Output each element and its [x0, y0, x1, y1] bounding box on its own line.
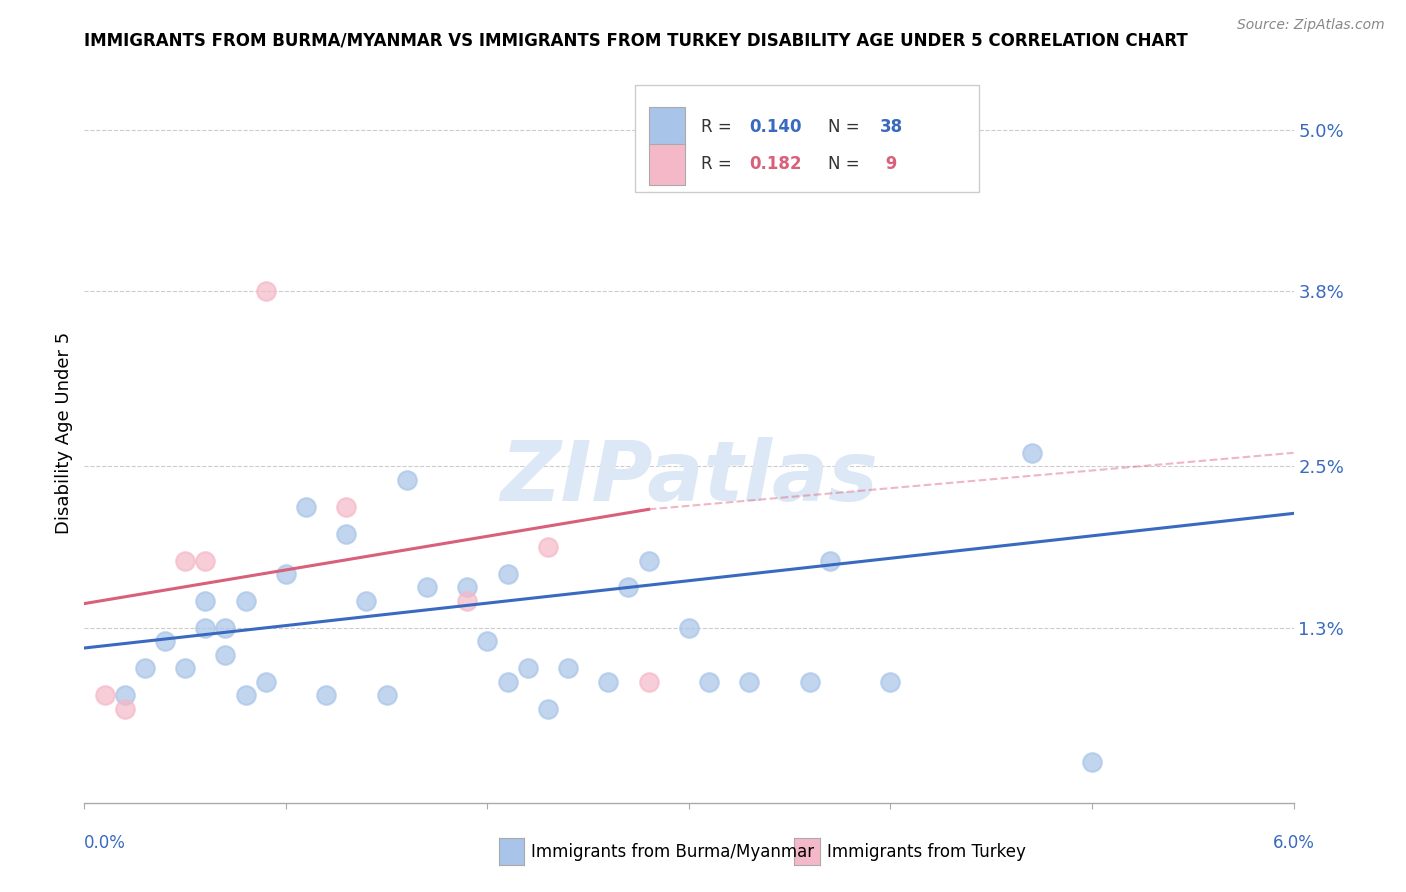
- Point: [254, 674, 277, 689]
- Text: IMMIGRANTS FROM BURMA/MYANMAR VS IMMIGRANTS FROM TURKEY DISABILITY AGE UNDER 5 C: IMMIGRANTS FROM BURMA/MYANMAR VS IMMIGRA…: [84, 31, 1188, 49]
- Point: [537, 540, 560, 554]
- Point: [214, 648, 236, 662]
- Text: N =: N =: [828, 155, 865, 173]
- Point: [456, 581, 478, 595]
- Point: [920, 163, 942, 178]
- Point: [114, 688, 136, 702]
- Point: [637, 674, 659, 689]
- Point: [799, 674, 821, 689]
- Point: [416, 581, 439, 595]
- Point: [617, 581, 640, 595]
- Text: R =: R =: [702, 155, 737, 173]
- Point: [1021, 446, 1043, 460]
- Point: [356, 594, 378, 608]
- Point: [114, 701, 136, 715]
- FancyBboxPatch shape: [650, 144, 685, 185]
- Text: 0.0%: 0.0%: [84, 834, 127, 852]
- Text: 9: 9: [880, 155, 897, 173]
- Point: [496, 674, 519, 689]
- Point: [335, 500, 357, 514]
- Point: [214, 621, 236, 635]
- Text: 0.140: 0.140: [749, 119, 801, 136]
- Point: [598, 674, 620, 689]
- Point: [153, 634, 176, 648]
- Point: [134, 661, 156, 675]
- Point: [637, 553, 659, 567]
- Point: [879, 674, 901, 689]
- Text: R =: R =: [702, 119, 737, 136]
- Point: [395, 473, 418, 487]
- Point: [557, 661, 579, 675]
- Point: [375, 688, 398, 702]
- Point: [194, 553, 217, 567]
- Point: [194, 594, 217, 608]
- Point: [315, 688, 337, 702]
- Text: 38: 38: [880, 119, 903, 136]
- Point: [697, 674, 720, 689]
- Text: 6.0%: 6.0%: [1272, 834, 1315, 852]
- Y-axis label: Disability Age Under 5: Disability Age Under 5: [55, 332, 73, 533]
- FancyBboxPatch shape: [634, 85, 979, 192]
- Point: [456, 594, 478, 608]
- Point: [1081, 756, 1104, 770]
- Text: N =: N =: [828, 119, 865, 136]
- Point: [295, 500, 318, 514]
- Point: [194, 621, 217, 635]
- Point: [93, 688, 115, 702]
- Point: [738, 674, 761, 689]
- Point: [678, 621, 700, 635]
- Point: [477, 634, 499, 648]
- Text: 0.182: 0.182: [749, 155, 801, 173]
- Point: [516, 661, 538, 675]
- Point: [174, 661, 197, 675]
- Point: [254, 285, 277, 299]
- Point: [335, 526, 357, 541]
- Point: [537, 701, 560, 715]
- Text: Immigrants from Burma/Myanmar: Immigrants from Burma/Myanmar: [531, 843, 814, 861]
- Text: ZIPatlas: ZIPatlas: [501, 436, 877, 517]
- Point: [174, 553, 197, 567]
- Text: Immigrants from Turkey: Immigrants from Turkey: [827, 843, 1025, 861]
- Point: [274, 566, 297, 581]
- Point: [235, 688, 257, 702]
- FancyBboxPatch shape: [650, 107, 685, 147]
- Point: [235, 594, 257, 608]
- Point: [818, 553, 841, 567]
- Text: Source: ZipAtlas.com: Source: ZipAtlas.com: [1237, 18, 1385, 32]
- Point: [496, 566, 519, 581]
